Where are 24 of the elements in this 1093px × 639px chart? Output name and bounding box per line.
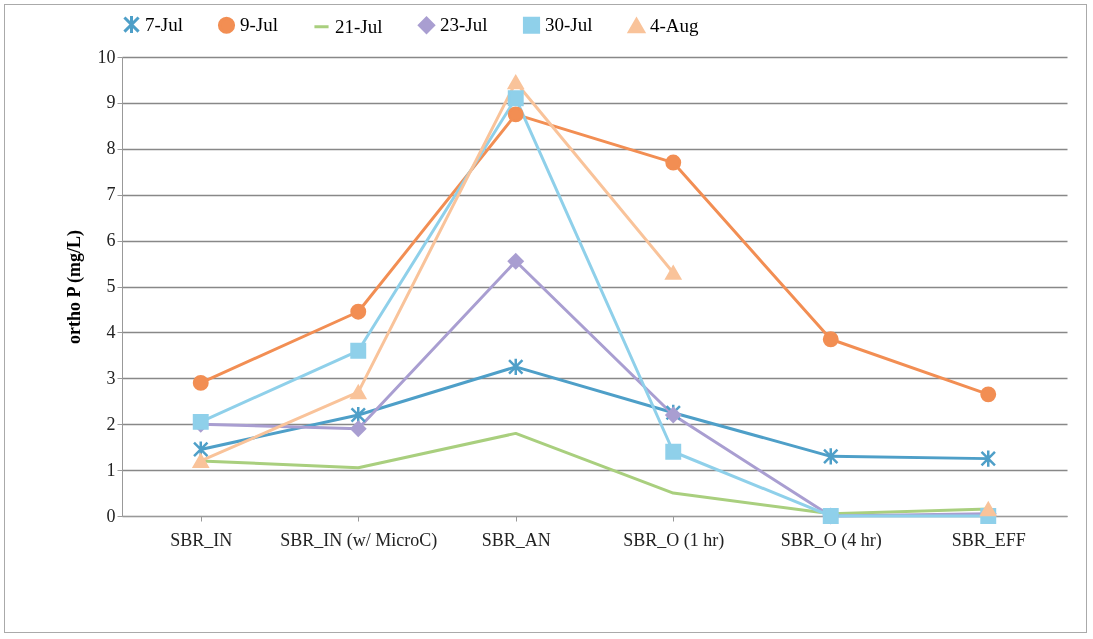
legend-label: 9-Jul: [240, 14, 278, 36]
y-tick-label: 3: [106, 367, 116, 388]
legend-label: 21-Jul: [335, 15, 383, 37]
x-tick-label: SBR_AN: [481, 529, 551, 550]
x-tick-label: SBR_IN (w/ MicroC): [280, 529, 438, 551]
x-tick-label: SBR_IN: [170, 529, 233, 550]
x-tick-label: SBR_O (1 hr): [623, 529, 725, 551]
y-tick-label: 9: [106, 92, 116, 113]
x-tick-label: SBR_O (4 hr): [780, 529, 882, 551]
legend-label: 4-Aug: [650, 14, 700, 36]
y-tick-label: 2: [106, 413, 116, 434]
y-tick-label: 6: [106, 230, 116, 251]
y-tick-label: 4: [106, 321, 116, 342]
y-tick-label: 10: [97, 46, 116, 67]
y-tick-label: 1: [106, 459, 116, 480]
legend-label: 23-Jul: [440, 14, 488, 36]
y-tick-label: 8: [106, 138, 116, 159]
legend-label: 30-Jul: [545, 14, 593, 36]
x-tick-label: SBR_EFF: [951, 529, 1026, 550]
y-axis-title: ortho P (mg/L): [63, 230, 85, 344]
legend-label: 7-Jul: [145, 13, 183, 35]
y-tick-label: 7: [106, 184, 116, 205]
y-tick-label: 5: [106, 276, 116, 296]
y-tick-label: 0: [106, 505, 116, 526]
